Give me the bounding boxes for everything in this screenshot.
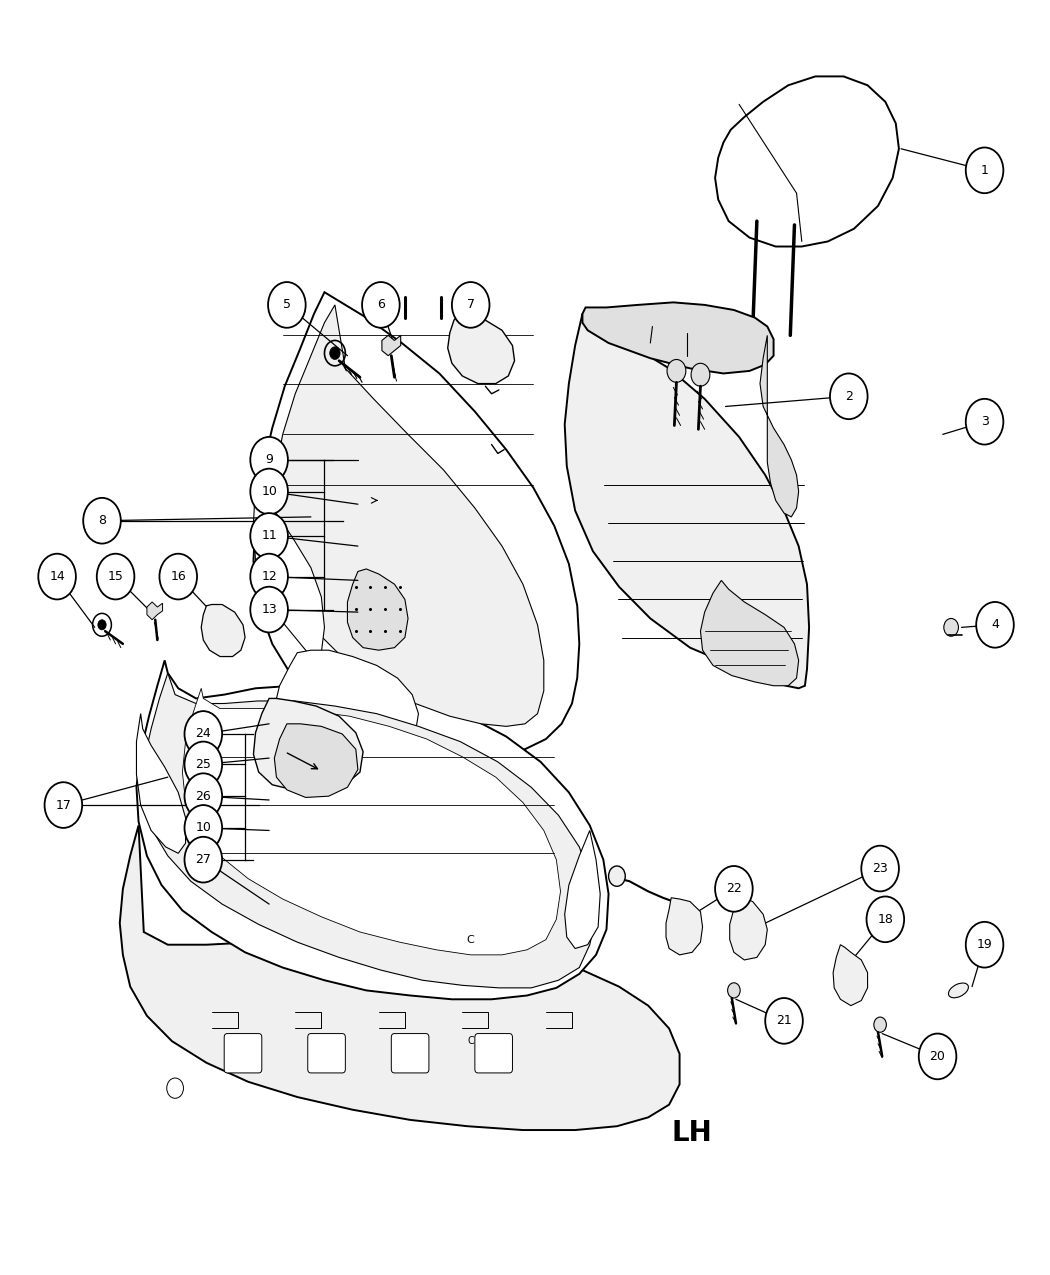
Polygon shape (565, 830, 601, 949)
Text: 11: 11 (261, 529, 277, 542)
Polygon shape (144, 673, 596, 988)
Circle shape (185, 774, 223, 819)
Text: 24: 24 (195, 728, 211, 741)
Polygon shape (253, 699, 363, 789)
Text: 5: 5 (282, 298, 291, 311)
Circle shape (715, 866, 753, 912)
FancyBboxPatch shape (225, 1034, 261, 1074)
Text: 8: 8 (98, 514, 106, 527)
Text: 22: 22 (726, 882, 741, 895)
Circle shape (866, 896, 904, 942)
Polygon shape (136, 714, 186, 853)
Polygon shape (700, 580, 799, 686)
Circle shape (966, 922, 1004, 968)
Polygon shape (272, 305, 544, 727)
Circle shape (966, 399, 1004, 445)
Text: 19: 19 (976, 938, 992, 951)
Circle shape (691, 363, 710, 386)
Polygon shape (274, 650, 419, 759)
FancyBboxPatch shape (392, 1034, 428, 1074)
Polygon shape (348, 569, 408, 650)
Circle shape (330, 347, 340, 360)
Circle shape (98, 620, 106, 630)
Text: C: C (467, 935, 475, 945)
Circle shape (185, 836, 223, 882)
Circle shape (362, 282, 400, 328)
Polygon shape (447, 315, 514, 384)
Polygon shape (565, 314, 810, 688)
Text: 9: 9 (266, 454, 273, 467)
Circle shape (250, 469, 288, 514)
Polygon shape (382, 335, 401, 356)
Polygon shape (715, 76, 899, 246)
Text: 10: 10 (195, 821, 211, 834)
Text: LH: LH (672, 1118, 713, 1146)
Text: 21: 21 (776, 1015, 792, 1028)
Text: 13: 13 (261, 603, 277, 616)
Circle shape (185, 805, 223, 850)
Circle shape (830, 374, 867, 419)
Text: 16: 16 (170, 570, 186, 583)
Circle shape (919, 1034, 957, 1079)
Circle shape (268, 282, 306, 328)
Polygon shape (120, 825, 679, 1130)
Circle shape (160, 553, 197, 599)
Text: 20: 20 (929, 1049, 945, 1063)
FancyBboxPatch shape (308, 1034, 345, 1074)
Circle shape (250, 586, 288, 632)
Text: 23: 23 (873, 862, 888, 875)
Text: 3: 3 (981, 416, 988, 428)
Polygon shape (274, 724, 358, 797)
Text: C: C (467, 1037, 474, 1047)
Polygon shape (253, 486, 324, 660)
Text: 4: 4 (991, 618, 999, 631)
Text: 17: 17 (56, 798, 71, 812)
Circle shape (976, 602, 1014, 648)
Text: 7: 7 (466, 298, 475, 311)
Circle shape (944, 618, 959, 636)
Text: 2: 2 (845, 390, 853, 403)
Text: 12: 12 (261, 570, 277, 583)
Circle shape (452, 282, 489, 328)
Ellipse shape (948, 983, 968, 998)
Polygon shape (136, 660, 609, 1000)
Circle shape (185, 742, 223, 787)
Polygon shape (253, 292, 580, 755)
Text: 6: 6 (377, 298, 384, 311)
Circle shape (250, 513, 288, 558)
Text: 25: 25 (195, 757, 211, 771)
Polygon shape (147, 602, 163, 620)
Text: 14: 14 (49, 570, 65, 583)
Polygon shape (666, 898, 702, 955)
Circle shape (250, 437, 288, 483)
Circle shape (609, 866, 625, 886)
Circle shape (861, 845, 899, 891)
Polygon shape (202, 604, 245, 657)
Polygon shape (833, 945, 867, 1006)
Circle shape (765, 998, 803, 1044)
Text: 10: 10 (261, 484, 277, 499)
Circle shape (874, 1017, 886, 1033)
Polygon shape (583, 302, 774, 374)
Text: 26: 26 (195, 789, 211, 803)
FancyBboxPatch shape (475, 1034, 512, 1074)
Circle shape (966, 148, 1004, 194)
Polygon shape (730, 898, 768, 960)
Text: 15: 15 (108, 570, 124, 583)
Polygon shape (183, 688, 561, 955)
Circle shape (667, 360, 686, 382)
Circle shape (250, 553, 288, 599)
Circle shape (185, 711, 223, 757)
Circle shape (44, 783, 82, 827)
Text: 1: 1 (981, 164, 988, 177)
Circle shape (83, 497, 121, 543)
Text: 18: 18 (878, 913, 894, 926)
Circle shape (728, 983, 740, 998)
Polygon shape (760, 335, 799, 516)
Text: 27: 27 (195, 853, 211, 866)
Circle shape (38, 553, 76, 599)
Circle shape (97, 553, 134, 599)
